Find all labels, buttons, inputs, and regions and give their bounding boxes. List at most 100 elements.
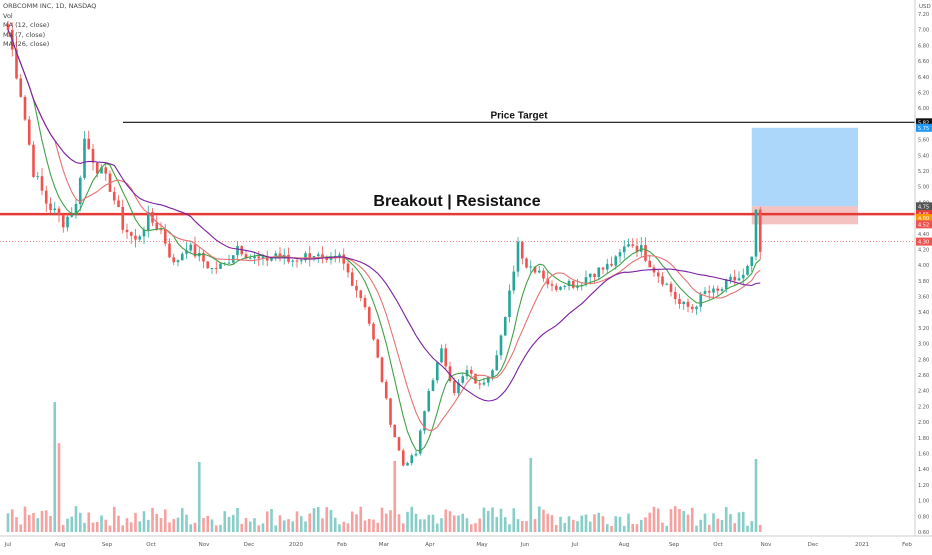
volume-bar <box>465 518 469 532</box>
candle-body <box>529 266 533 268</box>
candle-body <box>546 278 550 285</box>
volume-bar <box>287 519 290 532</box>
volume-bar <box>108 525 112 532</box>
candle-body <box>610 263 613 266</box>
candle-body <box>474 373 477 384</box>
candle-body <box>261 256 265 259</box>
volume-bar <box>478 518 482 532</box>
volume-bar <box>393 460 397 532</box>
legend-symbol[interactable]: ORBCOMM INC, 1D, NASDAQ <box>3 2 97 10</box>
candle-body <box>253 256 256 259</box>
volume-bar <box>155 514 159 532</box>
candle-body <box>176 260 180 263</box>
candle-body <box>83 138 86 178</box>
candle-body <box>733 276 737 281</box>
y-axis-tick: 7.20 <box>918 12 929 18</box>
volume-bar <box>401 523 405 532</box>
volume-bar <box>53 402 57 532</box>
volume-bar <box>491 507 494 532</box>
candle-body <box>231 255 235 263</box>
y-axis-tick: 4.20 <box>918 247 929 253</box>
candle-body <box>338 254 341 256</box>
volume-bar <box>418 519 422 532</box>
volume-bar <box>542 509 545 532</box>
candle-body <box>631 244 635 246</box>
candle-body <box>661 276 664 285</box>
volume-bar <box>363 520 367 532</box>
candle-body <box>406 463 409 466</box>
candle-body <box>6 24 10 30</box>
candle-body <box>70 214 74 217</box>
candle-body <box>185 250 188 254</box>
volume-bar <box>274 525 278 532</box>
candle-body <box>712 288 715 293</box>
candle-body <box>393 424 397 438</box>
candle-body <box>469 369 473 374</box>
volume-bar <box>193 522 197 532</box>
legend-ma-12[interactable]: MA (12, close) <box>3 21 50 29</box>
volume-bar <box>563 522 567 532</box>
candle-body <box>622 246 626 253</box>
candle-body <box>278 253 282 257</box>
candle-body <box>465 369 469 377</box>
volume-bar <box>304 521 307 532</box>
legend-volume[interactable]: Vol <box>3 11 13 20</box>
candle-body <box>44 190 48 204</box>
volume-bar <box>236 507 239 532</box>
x-axis-label: Nov <box>761 542 772 548</box>
volume-bar <box>338 524 341 532</box>
candle-body <box>32 144 35 177</box>
volume-bar <box>686 514 690 532</box>
y-axis-tick: 4.00 <box>918 263 929 269</box>
price-tag-value: 4.30 <box>918 240 929 246</box>
candle-body <box>372 323 375 340</box>
candle-body <box>482 382 486 385</box>
candle-body <box>23 96 27 120</box>
candle-body <box>588 273 592 278</box>
volume-bar <box>622 525 626 532</box>
legend-ma-26[interactable]: MA (26, close) <box>3 40 50 48</box>
volume-bar <box>525 521 528 532</box>
volume-bar <box>70 516 74 532</box>
volume-bar <box>567 516 571 532</box>
volume-bar <box>321 518 324 532</box>
volume-bar <box>610 525 613 532</box>
volume-bar <box>406 511 409 532</box>
target-zone <box>751 127 858 207</box>
candle-body <box>397 437 401 451</box>
candle-body <box>478 383 482 385</box>
x-axis-label: Sep <box>669 542 680 548</box>
volume-bar <box>614 516 618 532</box>
x-axis-label: Aug <box>55 542 66 548</box>
volume-bar <box>299 516 303 532</box>
volume-bar <box>427 514 431 532</box>
candle-body <box>452 380 456 394</box>
volume-bar <box>546 513 550 532</box>
volume-bar <box>601 516 605 532</box>
candle-body <box>423 411 426 431</box>
volume-bar <box>57 443 61 532</box>
legend-ma-7[interactable]: MA (7, close) <box>3 30 46 39</box>
volume-bar <box>682 510 686 532</box>
candle-body <box>74 204 78 215</box>
x-axis-label: Nov <box>199 542 210 548</box>
candle-body <box>741 274 745 279</box>
price-tag-value: 5.82 <box>918 120 929 126</box>
volume-bar <box>240 523 244 532</box>
candle-body <box>270 256 273 261</box>
candle-body <box>618 252 622 257</box>
candle-body <box>525 258 528 268</box>
candle-body <box>15 49 18 79</box>
volume-bar <box>627 513 630 532</box>
volume-bar <box>720 520 724 532</box>
candle-body <box>601 267 605 270</box>
volume-bar <box>104 519 108 532</box>
volume-bar <box>376 522 380 532</box>
volume-bar <box>231 514 235 532</box>
volume-bar <box>172 519 176 532</box>
candle-body <box>457 382 460 394</box>
volume-bar <box>461 513 465 532</box>
candle-body <box>359 290 363 298</box>
